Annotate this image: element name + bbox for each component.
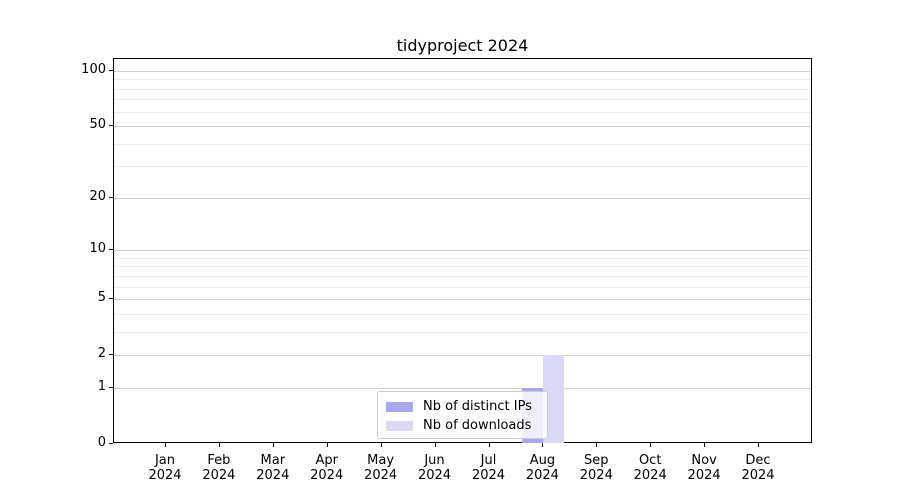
minor-gridline bbox=[114, 166, 811, 168]
major-gridline bbox=[114, 299, 811, 301]
major-gridline bbox=[114, 388, 811, 389]
y-tick-mark bbox=[109, 196, 113, 198]
minor-gridline bbox=[114, 257, 811, 259]
y-tick-mark bbox=[109, 69, 113, 71]
major-gridline bbox=[114, 355, 811, 357]
y-tick-label: 1 bbox=[97, 379, 106, 394]
x-tick-mark bbox=[542, 443, 544, 447]
minor-gridline bbox=[114, 331, 811, 333]
major-gridline bbox=[114, 250, 811, 252]
legend: Nb of distinct IPs Nb of downloads bbox=[377, 391, 548, 439]
x-tick-label: Feb 2024 bbox=[202, 453, 236, 483]
x-tick-label: Dec 2024 bbox=[741, 453, 775, 483]
x-tick-mark bbox=[380, 443, 382, 447]
x-tick-label: Jun 2024 bbox=[417, 453, 452, 483]
y-tick-mark bbox=[109, 125, 113, 127]
x-tick-mark bbox=[704, 443, 706, 447]
major-gridline bbox=[114, 70, 811, 72]
legend-swatch-downloads bbox=[386, 420, 413, 431]
y-tick-mark bbox=[109, 249, 113, 251]
x-tick-mark bbox=[434, 443, 436, 447]
x-tick-mark bbox=[326, 443, 328, 447]
x-tick-label: Sep 2024 bbox=[579, 453, 613, 483]
x-tick-mark bbox=[272, 443, 274, 447]
plot-area bbox=[113, 58, 812, 443]
legend-label: Nb of distinct IPs bbox=[423, 399, 532, 414]
minor-gridline bbox=[114, 111, 811, 113]
x-tick-label: Oct 2024 bbox=[633, 453, 667, 483]
minor-gridline bbox=[114, 143, 811, 145]
legend-item: Nb of downloads bbox=[386, 416, 539, 435]
minor-gridline bbox=[114, 99, 811, 101]
x-tick-label: Jan 2024 bbox=[148, 453, 182, 483]
y-tick-label: 2 bbox=[97, 346, 106, 362]
y-tick-label: 20 bbox=[89, 188, 106, 204]
x-tick-label: Aug 2024 bbox=[525, 453, 559, 483]
chart-title: tidyproject 2024 bbox=[396, 36, 529, 55]
y-tick-label: 5 bbox=[97, 290, 106, 306]
major-gridline bbox=[114, 197, 811, 199]
y-tick-mark bbox=[109, 387, 113, 388]
major-gridline bbox=[114, 126, 811, 128]
minor-gridline bbox=[114, 266, 811, 268]
x-tick-label: Jul 2024 bbox=[471, 453, 506, 483]
minor-gridline bbox=[114, 88, 811, 90]
bar-downloads bbox=[543, 355, 565, 443]
x-tick-mark bbox=[650, 443, 652, 447]
x-tick-mark bbox=[758, 443, 759, 447]
x-tick-mark bbox=[218, 443, 220, 447]
y-tick-mark bbox=[109, 354, 113, 356]
y-tick-label: 10 bbox=[89, 241, 106, 257]
x-tick-label: Apr 2024 bbox=[310, 453, 344, 483]
x-tick-mark bbox=[596, 443, 598, 447]
minor-gridline bbox=[114, 79, 811, 81]
y-tick-label: 50 bbox=[89, 117, 106, 133]
minor-gridline bbox=[114, 275, 811, 277]
legend-item: Nb of distinct IPs bbox=[386, 397, 539, 416]
minor-gridline bbox=[114, 313, 811, 315]
x-tick-label: Nov 2024 bbox=[687, 453, 721, 483]
y-tick-label: 100 bbox=[81, 61, 106, 77]
legend-swatch-distinct-ips bbox=[386, 401, 413, 412]
legend-label: Nb of downloads bbox=[423, 418, 532, 433]
y-tick-mark bbox=[109, 443, 113, 444]
minor-gridline bbox=[114, 286, 811, 288]
y-tick-label: 0 bbox=[97, 435, 106, 450]
x-tick-mark bbox=[488, 443, 490, 447]
x-tick-mark bbox=[165, 443, 166, 447]
x-tick-label: May 2024 bbox=[364, 453, 398, 483]
x-tick-label: Mar 2024 bbox=[256, 453, 290, 483]
y-tick-mark bbox=[109, 298, 113, 300]
